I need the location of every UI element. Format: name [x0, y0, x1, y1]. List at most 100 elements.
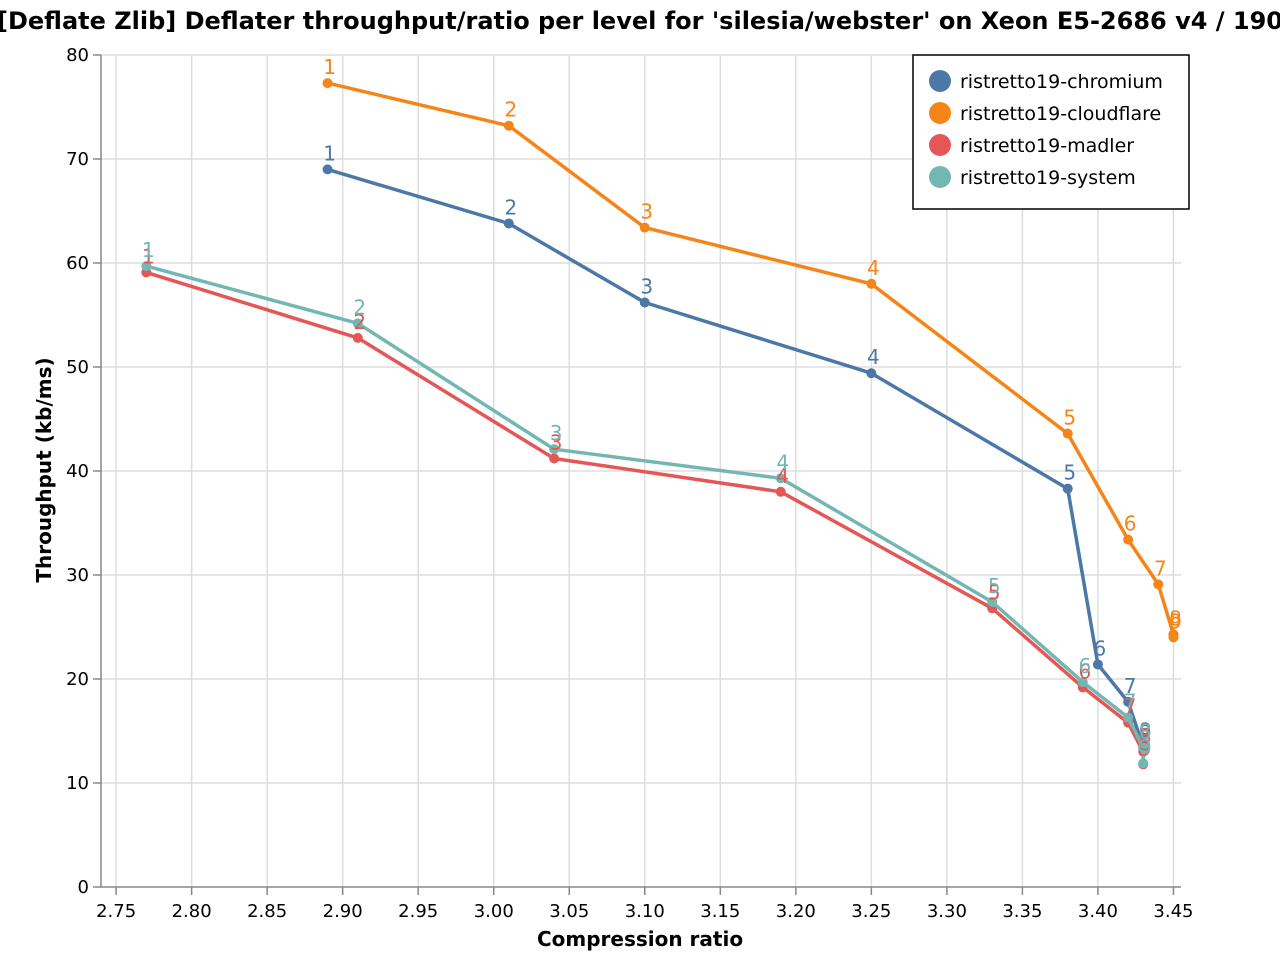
- data-point: [1138, 742, 1149, 753]
- data-point: [503, 218, 514, 229]
- y-tick-label: 40: [66, 461, 89, 482]
- x-tick-label: 3.20: [776, 901, 816, 922]
- data-point: [1062, 428, 1073, 439]
- y-tick-label: 70: [66, 149, 89, 170]
- point-label: 1: [323, 141, 336, 165]
- point-label: 6: [1078, 659, 1091, 683]
- legend-swatch: [929, 166, 951, 188]
- point-label: 7: [1124, 695, 1137, 719]
- legend-label: ristretto19-madler: [960, 135, 1134, 157]
- y-tick-label: 20: [66, 669, 89, 690]
- point-label: 2: [504, 195, 517, 219]
- point-label: 2: [504, 98, 517, 122]
- point-label: 8: [1169, 606, 1182, 630]
- point-label: 3: [640, 275, 653, 299]
- point-label: 6: [1124, 512, 1137, 536]
- point-label: 2: [353, 295, 366, 319]
- point-label: 4: [776, 450, 789, 474]
- y-axis-title: Throughput (kb/ms): [32, 357, 56, 582]
- data-point: [1123, 534, 1134, 545]
- x-tick-label: 2.80: [172, 901, 212, 922]
- point-label: 6: [1078, 654, 1091, 678]
- data-point: [866, 368, 877, 379]
- point-label: 5: [988, 574, 1001, 598]
- data-point: [141, 261, 152, 272]
- point-label: 8: [1139, 719, 1152, 743]
- x-tick-label: 2.95: [398, 901, 438, 922]
- point-label: 7: [1124, 689, 1137, 713]
- data-point: [322, 78, 333, 89]
- x-tick-label: 3.45: [1153, 901, 1193, 922]
- y-tick-label: 0: [78, 877, 89, 898]
- point-label: 5: [1063, 406, 1076, 430]
- point-label: 1: [142, 238, 155, 262]
- data-point: [775, 486, 786, 497]
- data-point: [639, 297, 650, 308]
- y-tick-label: 50: [66, 357, 89, 378]
- y-tick-label: 80: [66, 45, 89, 66]
- data-point: [775, 473, 786, 484]
- point-label: 7: [1124, 674, 1137, 698]
- data-point: [1138, 758, 1149, 769]
- data-point: [549, 453, 560, 464]
- point-label: 4: [776, 464, 789, 488]
- data-point: [503, 120, 514, 131]
- x-tick-label: 3.10: [625, 901, 665, 922]
- data-point: [1153, 579, 1164, 590]
- point-label: 8: [1139, 720, 1152, 744]
- point-label: 7: [1154, 556, 1167, 580]
- series-layer: [141, 78, 1179, 770]
- x-tick-label: 2.90: [323, 901, 363, 922]
- x-tick-label: 3.35: [1002, 901, 1042, 922]
- legend-swatch: [929, 70, 951, 92]
- point-label: 1: [323, 55, 336, 79]
- legend-label: ristretto19-cloudflare: [960, 103, 1161, 125]
- legend-box: [912, 54, 1190, 210]
- data-point: [1077, 677, 1088, 688]
- data-point: [639, 222, 650, 233]
- x-tick-label: 3.15: [700, 901, 740, 922]
- data-point: [1168, 632, 1179, 643]
- x-tick-label: 2.85: [247, 901, 287, 922]
- data-point: [352, 318, 363, 329]
- series-ristretto19-cloudflare: [322, 78, 1179, 643]
- legend-swatch: [929, 102, 951, 124]
- point-label: 3: [550, 431, 563, 455]
- legend-label: ristretto19-chromium: [960, 71, 1163, 93]
- x-tick-label: 3.30: [927, 901, 967, 922]
- point-label: 3: [550, 421, 563, 445]
- point-label: 1: [142, 244, 155, 268]
- y-tick-label: 60: [66, 253, 89, 274]
- x-tick-label: 3.05: [549, 901, 589, 922]
- legend-label: ristretto19-system: [960, 167, 1136, 189]
- point-label: 6: [1094, 636, 1107, 660]
- point-label: 4: [867, 345, 880, 369]
- point-label: 5: [1063, 461, 1076, 485]
- data-point: [1062, 483, 1073, 494]
- point-label: 4: [867, 256, 880, 280]
- point-label: 9: [1139, 736, 1152, 760]
- data-point: [866, 278, 877, 289]
- series-ristretto19-system: [141, 261, 1149, 769]
- axes: 0 10 20 30 40 50 60 70 80 2.75 2.80 2.85 2.90 2.95 3.0…: [66, 45, 1193, 922]
- data-point: [1092, 659, 1103, 670]
- data-point: [352, 332, 363, 343]
- x-tick-label: 3.40: [1078, 901, 1118, 922]
- data-point: [1123, 696, 1134, 707]
- point-label: 9: [1139, 735, 1152, 759]
- data-point: [322, 164, 333, 175]
- point-label: 9: [1139, 721, 1152, 745]
- data-point: [987, 597, 998, 608]
- x-axis-title: Compression ratio: [537, 927, 743, 951]
- legend-swatch: [929, 134, 951, 156]
- x-tick-label: 2.75: [96, 901, 136, 922]
- series-ristretto19-chromium: [322, 164, 1149, 754]
- point-label: 2: [353, 310, 366, 334]
- point-label: 8: [1139, 724, 1152, 748]
- data-point: [1123, 712, 1134, 723]
- series-line: [327, 167, 1145, 749]
- y-tick-label: 30: [66, 565, 89, 586]
- x-tick-label: 3.00: [474, 901, 514, 922]
